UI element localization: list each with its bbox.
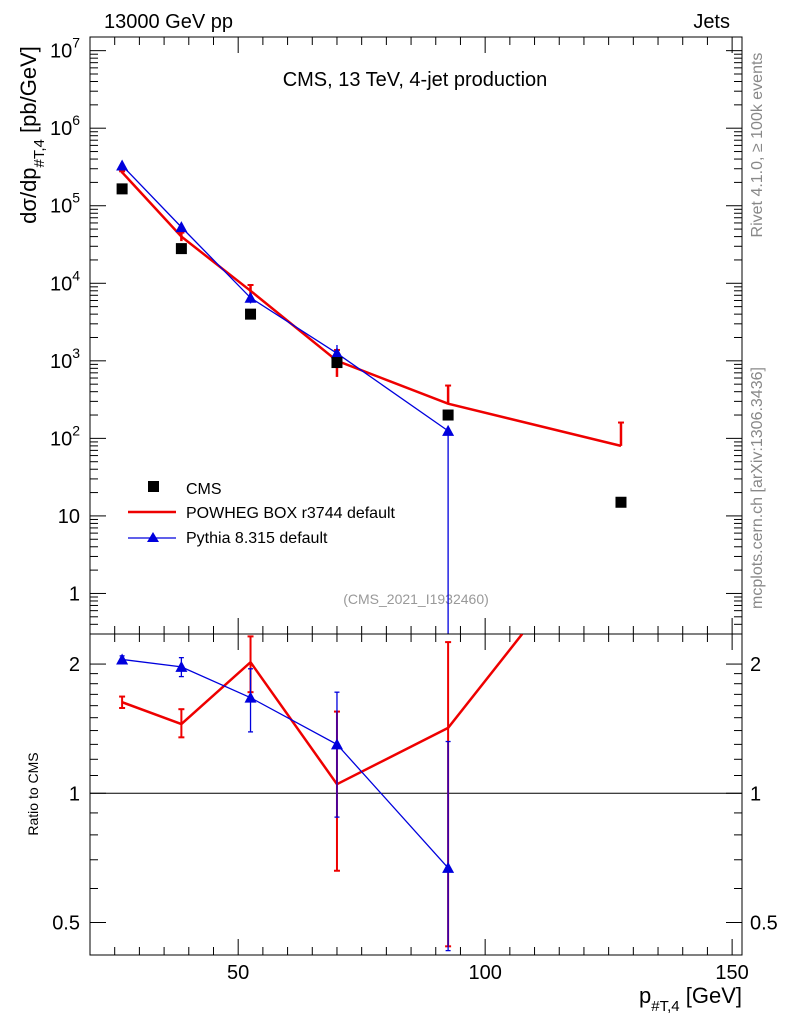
legend-cms-label: CMS [186,481,222,498]
main-y-tick-label: 102 [50,422,80,450]
main-y-tick-label: 105 [50,190,80,218]
ratio-pythia-marker [244,691,257,703]
cms-data-point [245,308,257,320]
header-category-label: Jets [693,11,730,33]
main-y-axis-label: dσ/dp#T,4 [pb/GeV] [16,46,48,224]
ratio-y-axis: 2 2 1 1 0.5 0.5 [52,654,778,934]
ratio-y-tick-label: 1 [69,783,80,805]
svg-text:dσ/dp#T,4 [pb/GeV]: dσ/dp#T,4 [pb/GeV] [16,46,48,224]
ratio-y-tick-label-right: 1 [750,783,761,805]
ratio-pythia-marker [175,660,188,672]
cms-data-point [331,357,343,369]
ratio-pythia-marker [116,653,129,665]
chart-title: CMS, 13 TeV, 4-jet production [283,69,548,91]
ratio-y-tick-label-right: 2 [750,654,761,676]
ratio-y-axis-label: Ratio to CMS [25,752,41,835]
x-tick-label: 100 [468,962,501,984]
analysis-watermark: (CMS_2021_I1932460) [343,591,489,607]
svg-text:p#T,4 [GeV]: p#T,4 [GeV] [639,983,742,1015]
pythia-marker [175,221,188,233]
cms-data-point [175,243,187,255]
powheg-curve [121,171,622,448]
ratio-pythia-marker [442,861,455,873]
ratio-pythia-marker [330,738,343,750]
main-series-layer [116,159,627,634]
mcplots-source-label: mcplots.cern.ch [arXiv:1306.3436] [749,367,766,609]
ratio-series-layer [116,634,524,952]
pythia-marker [330,347,343,359]
legend: CMS POWHEG BOX r3744 default Pythia 8.31… [128,481,396,547]
ratio-y-tick-label: 0.5 [52,912,80,934]
header-collision-label: 13000 GeV pp [104,11,233,33]
main-x-ticks [89,37,733,634]
cms-data-point [116,183,128,195]
legend-pythia-label: Pythia 8.315 default [186,530,328,547]
main-y-tick-label: 1 [69,583,80,605]
legend-powheg-label: POWHEG BOX r3744 default [186,505,396,522]
ratio-x-axis: 50 100 150 [89,634,749,984]
ratio-y-tick-label: 2 [69,654,80,676]
main-y-tick-label: 103 [50,345,80,373]
cms-data-point [442,409,454,421]
cms-data-point [615,496,627,508]
main-y-tick-label: 104 [50,267,80,295]
main-y-tick-label: 10 [58,506,80,528]
rivet-version-label: Rivet 4.1.0, ≥ 100k events [749,53,766,238]
pythia-marker [244,291,257,303]
ratio-pythia-curve [122,658,449,869]
pythia-curve [121,165,449,432]
ratio-powheg-curve [121,634,524,786]
x-axis-label: p#T,4 [GeV] [639,983,742,1015]
legend-pythia-marker [147,532,159,542]
pythia-marker [442,424,455,436]
legend-cms-marker [148,481,159,492]
ratio-y-tick-label-right: 0.5 [750,912,778,934]
pythia-marker [116,159,129,171]
main-y-tick-label: 106 [50,112,80,140]
main-y-tick-label: 107 [50,35,80,63]
ratio-plot-frame [89,633,743,956]
x-tick-label: 150 [715,962,748,984]
x-tick-label: 50 [227,962,249,984]
